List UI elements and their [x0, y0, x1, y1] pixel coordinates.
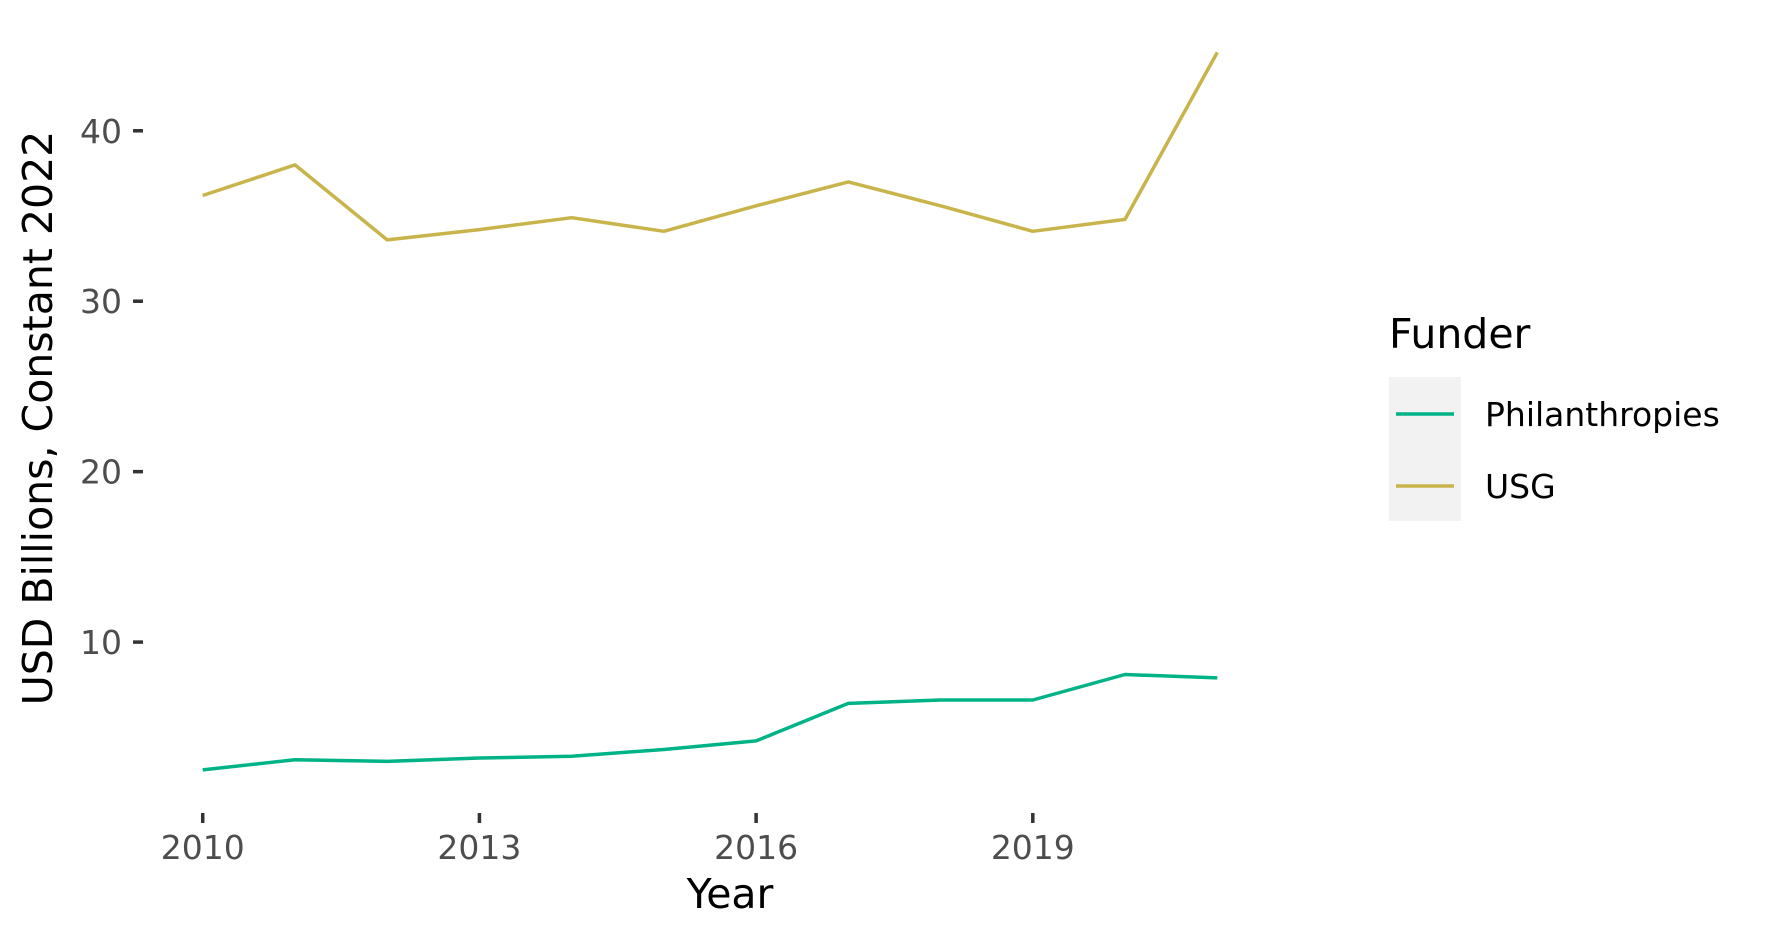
legend-label-philanthropies: Philanthropies: [1485, 395, 1720, 434]
legend-label-usg: USG: [1485, 467, 1556, 506]
legend: Funder Philanthropies USG: [1389, 310, 1720, 521]
y-tick-label-30: 30: [80, 282, 122, 321]
legend-title: Funder: [1389, 310, 1531, 358]
y-tick-label-40: 40: [80, 112, 122, 151]
series-line-usg: [202, 51, 1219, 242]
x-tick-label-2016: 2016: [714, 828, 798, 867]
series-line-philanthropies: [202, 672, 1218, 772]
x-tick-label-2013: 2013: [437, 828, 521, 867]
legend-key-background: [1389, 377, 1461, 521]
x-tick-label-2019: 2019: [991, 828, 1075, 867]
x-axis: 2010 2013 2016 2019: [161, 813, 1075, 867]
series-lines: [202, 51, 1219, 772]
y-tick-label-20: 20: [80, 453, 122, 492]
y-axis: 10 20 30 40: [80, 112, 143, 662]
legend-items: Philanthropies USG: [1396, 395, 1720, 506]
y-axis-title: USD Billions, Constant 2022: [14, 131, 62, 706]
x-axis-title: Year: [686, 870, 774, 918]
y-tick-label-10: 10: [80, 623, 122, 662]
x-tick-label-2010: 2010: [161, 828, 245, 867]
